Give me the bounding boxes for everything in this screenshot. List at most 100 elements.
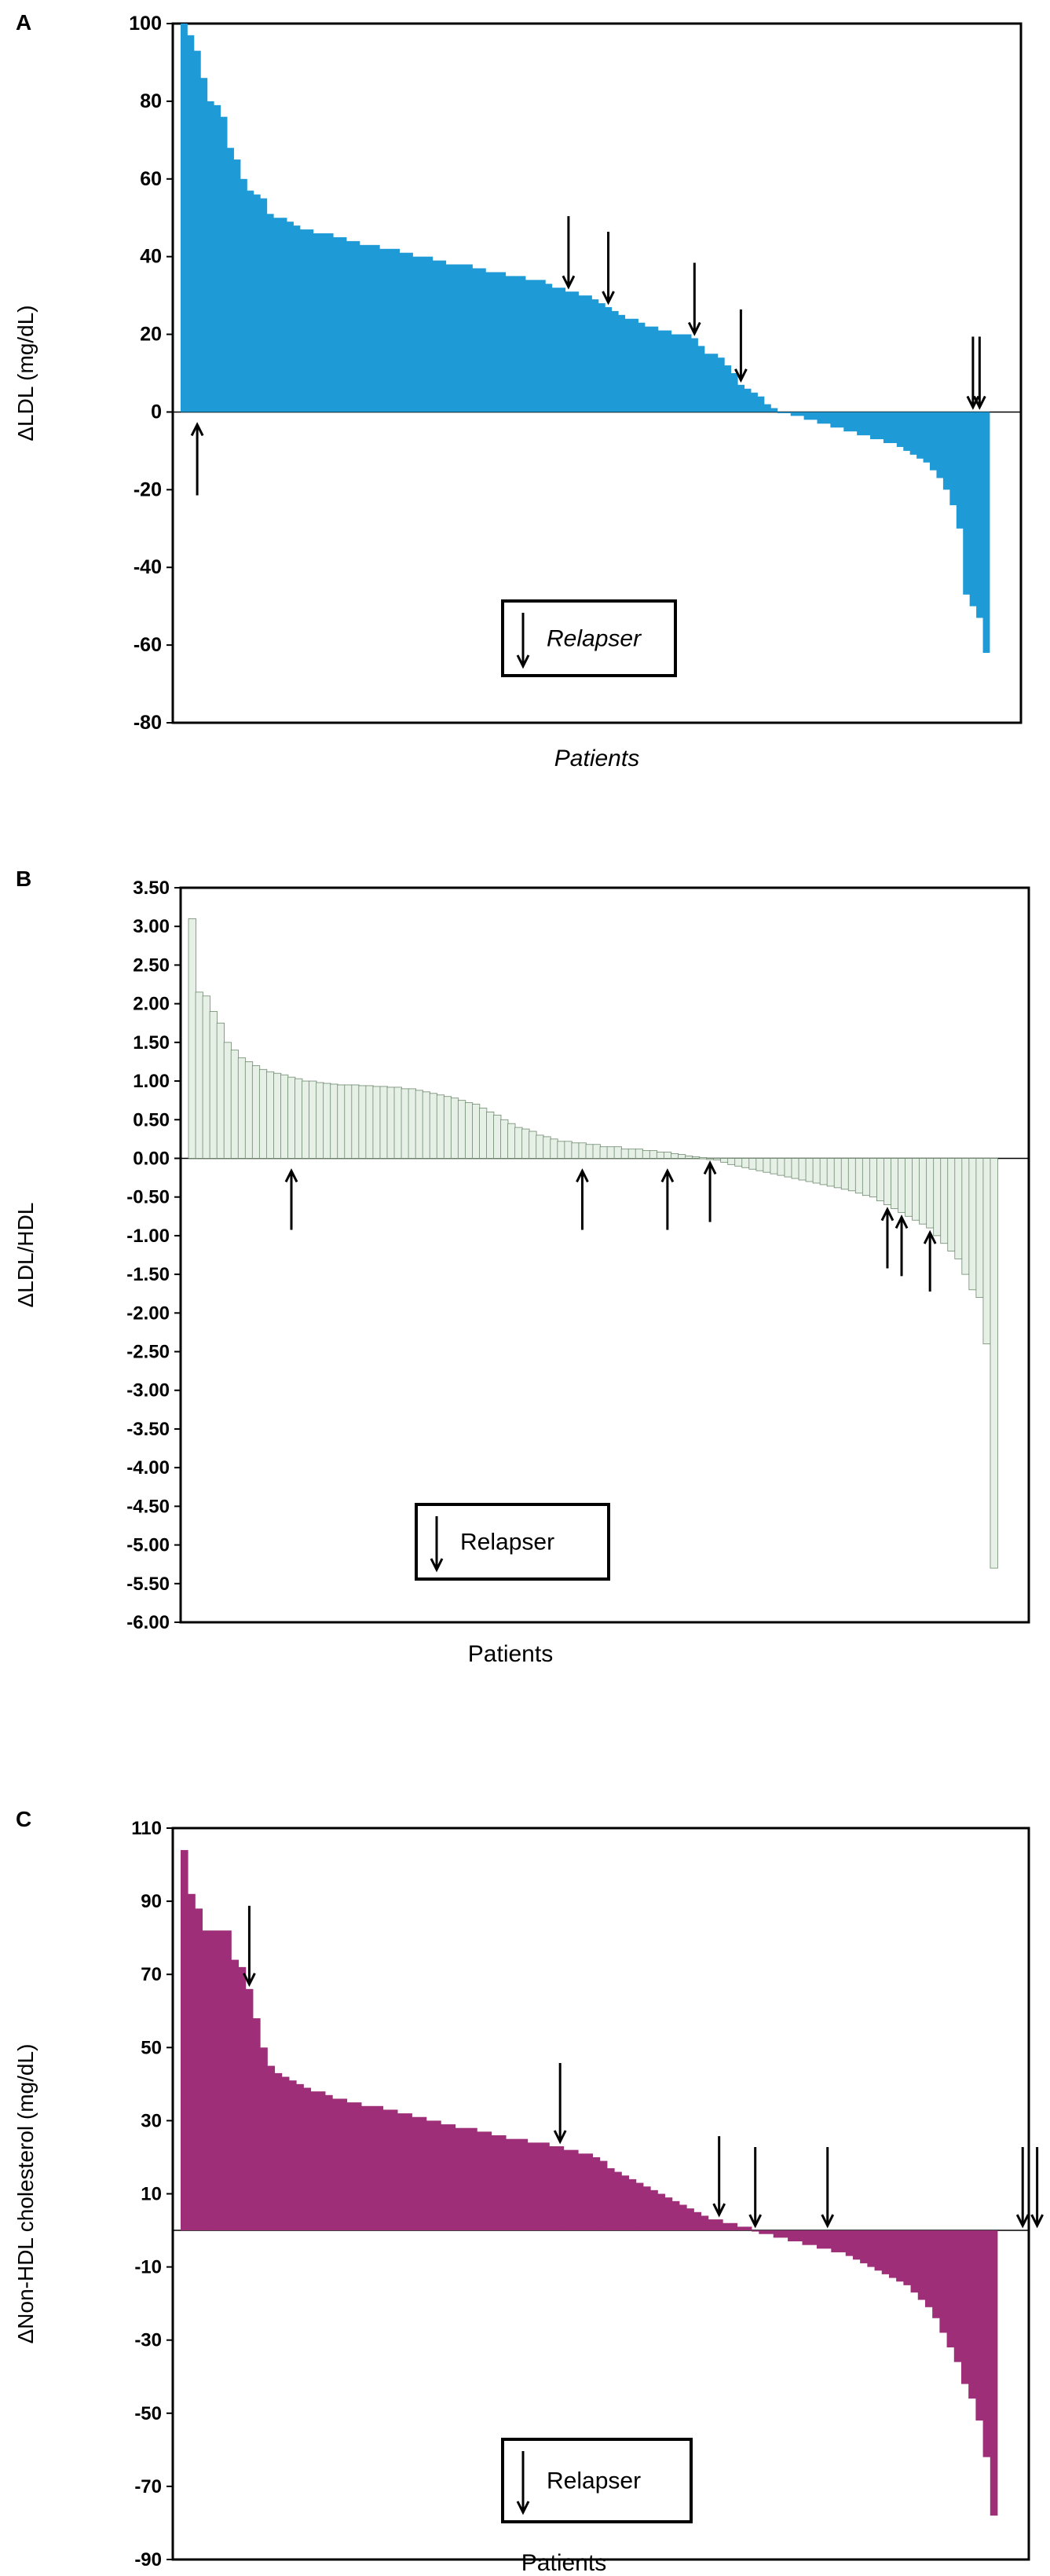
bar <box>477 2131 485 2231</box>
legend-box <box>415 1503 610 1581</box>
bar <box>919 1158 927 1225</box>
bar <box>323 1083 331 1159</box>
chart-panel-a: A 100 80 60 40 20 0 -20 -40 -60 -80 ΔLDL (mg/dL) Pat… <box>13 10 1023 771</box>
bar <box>382 2109 391 2231</box>
y-tick-label: 3.50 <box>133 878 170 899</box>
bar <box>790 412 798 416</box>
bar <box>888 2230 897 2278</box>
bar <box>656 1152 665 1159</box>
bar <box>556 2145 565 2231</box>
bar <box>439 260 447 412</box>
bar <box>867 2230 875 2267</box>
bar <box>876 412 884 440</box>
bar <box>605 306 613 412</box>
legend: Relapser <box>501 599 677 677</box>
x-axis-label: Patients <box>554 746 639 771</box>
y-tick-label: 20 <box>140 324 162 346</box>
bar <box>770 1158 778 1174</box>
y-axis-label: ΔLDL (mg/dL) <box>13 305 38 441</box>
y-tick-label: -4.50 <box>126 1496 170 1517</box>
bar <box>751 392 758 412</box>
bar <box>810 412 818 420</box>
arrow-head <box>1030 2214 1044 2229</box>
relapser-arrow <box>923 1229 937 1292</box>
bar <box>763 1158 771 1173</box>
bar <box>492 272 499 412</box>
bar <box>854 1158 864 1194</box>
bar <box>982 1158 991 1345</box>
bar <box>401 1088 409 1159</box>
bar <box>757 396 765 412</box>
bar <box>891 1158 899 1209</box>
bar <box>309 1080 317 1159</box>
legend-arrow-head <box>516 654 530 669</box>
relapser-arrow <box>1030 2147 1044 2229</box>
bar <box>325 2094 333 2231</box>
bar <box>353 2102 362 2231</box>
bar <box>525 280 532 412</box>
bar <box>697 346 705 412</box>
bar <box>942 412 950 490</box>
y-tick-label: 1.00 <box>133 1071 170 1092</box>
bar <box>930 412 937 471</box>
bar <box>701 2215 709 2231</box>
bar <box>372 1086 381 1159</box>
bar <box>498 2135 507 2231</box>
bar <box>452 264 459 412</box>
bar <box>618 314 626 412</box>
y-tick-label: 3.00 <box>133 916 170 937</box>
bar <box>214 104 221 412</box>
bar <box>798 1158 807 1181</box>
bar <box>330 1083 338 1159</box>
relapser-arrow <box>660 1168 675 1230</box>
bar <box>500 1119 509 1159</box>
bar <box>678 334 686 412</box>
arrow-head <box>703 1160 717 1175</box>
y-tick-label: -20 <box>134 478 162 500</box>
bar <box>572 291 579 412</box>
bar <box>624 318 632 412</box>
bar <box>795 2230 803 2242</box>
bar <box>663 1152 672 1159</box>
bar <box>375 2105 384 2231</box>
bar <box>339 2098 348 2231</box>
legend-box <box>501 599 677 677</box>
bar <box>975 1158 984 1299</box>
bar <box>903 2230 911 2285</box>
bar <box>274 2072 283 2231</box>
bar <box>397 2113 405 2231</box>
bar <box>969 412 977 606</box>
bar <box>499 272 507 412</box>
bar <box>724 365 732 412</box>
bar <box>708 2219 716 2231</box>
bar <box>759 2230 766 2234</box>
bar <box>763 404 771 412</box>
legend-label: Relapser <box>547 2468 641 2494</box>
x-axis-label: Patients <box>468 1641 553 1667</box>
bar <box>532 280 540 412</box>
bar <box>372 244 380 412</box>
bar <box>578 295 586 412</box>
bar <box>968 2230 976 2399</box>
bar <box>332 2098 340 2231</box>
bar <box>896 2230 904 2282</box>
bar <box>337 1084 346 1159</box>
bar <box>188 1893 196 2231</box>
bar <box>441 2124 448 2231</box>
bar <box>353 240 360 412</box>
bar <box>585 295 592 412</box>
bar <box>621 2175 630 2231</box>
bar <box>963 412 971 595</box>
relapser-arrow <box>562 216 576 290</box>
bar <box>217 1930 225 2231</box>
y-tick-label: 70 <box>141 1964 162 1985</box>
bar <box>238 1966 247 2231</box>
arrow-head <box>880 1207 895 1222</box>
bar <box>534 2142 543 2231</box>
bar <box>237 1057 247 1159</box>
chart-panel-b: B 3.50 3.00 2.50 2.00 1.50 1.00 0.50 0.00 -0.50 -1… <box>13 867 1030 1667</box>
bar <box>744 388 752 412</box>
bar <box>281 2076 290 2231</box>
bar <box>905 1158 913 1217</box>
bar <box>273 1072 282 1159</box>
